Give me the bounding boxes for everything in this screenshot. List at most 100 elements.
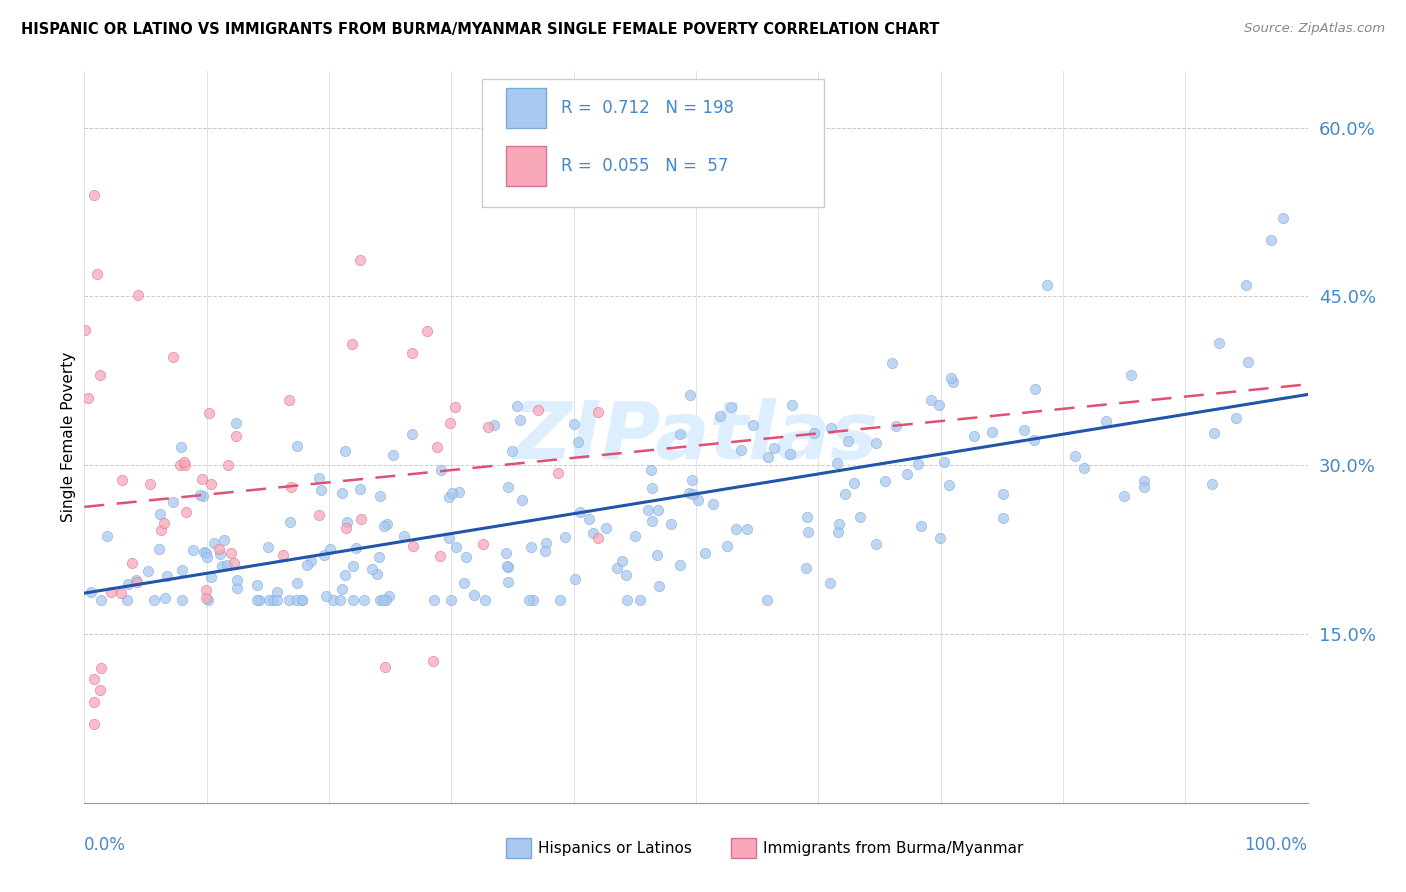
Point <box>271 548 294 562</box>
Point <box>865 537 887 551</box>
Point <box>194 583 217 598</box>
Point <box>616 593 638 607</box>
Point <box>567 434 589 449</box>
Point <box>374 593 396 607</box>
Point <box>991 486 1014 500</box>
Point <box>1237 355 1260 369</box>
Point <box>568 505 591 519</box>
Point <box>439 490 461 504</box>
Point <box>202 535 225 549</box>
Point <box>496 575 519 590</box>
Point <box>191 472 214 486</box>
Point <box>536 536 558 550</box>
Point <box>429 549 451 563</box>
Point <box>444 540 467 554</box>
Point <box>297 558 319 573</box>
Point <box>225 416 247 430</box>
Point <box>342 559 364 574</box>
Point <box>191 489 214 503</box>
Point <box>173 455 195 469</box>
Point <box>208 541 231 556</box>
Point <box>169 458 191 473</box>
Text: ZIPatlas: ZIPatlas <box>513 398 879 476</box>
Point <box>200 477 222 491</box>
Point <box>1064 450 1087 464</box>
Point <box>586 405 609 419</box>
Point <box>564 572 586 586</box>
Point <box>886 418 908 433</box>
Point <box>522 593 544 607</box>
Point <box>373 518 395 533</box>
Point <box>1272 211 1295 225</box>
Point <box>939 371 962 385</box>
Point <box>993 511 1015 525</box>
Point <box>197 406 219 420</box>
Point <box>920 393 942 408</box>
Point <box>162 495 184 509</box>
Point <box>1260 233 1282 247</box>
Point <box>315 589 337 603</box>
Point <box>648 579 671 593</box>
Point <box>1202 426 1225 441</box>
Point <box>928 398 950 412</box>
Point <box>693 546 716 560</box>
Point <box>149 507 172 521</box>
Point <box>825 456 848 470</box>
Point <box>720 400 742 414</box>
Point <box>117 576 139 591</box>
Point <box>505 399 527 413</box>
Point <box>332 486 354 500</box>
Point <box>246 578 269 592</box>
Point <box>374 659 396 673</box>
Text: R =  0.712   N = 198: R = 0.712 N = 198 <box>561 99 734 117</box>
Point <box>932 455 955 469</box>
Point <box>796 510 818 524</box>
Point <box>100 584 122 599</box>
Point <box>153 516 176 530</box>
Point <box>314 549 336 563</box>
Point <box>439 417 461 431</box>
Point <box>110 585 132 599</box>
Point <box>222 556 245 570</box>
Point <box>378 589 401 603</box>
Point <box>136 565 159 579</box>
Point <box>679 388 702 402</box>
Point <box>963 429 986 443</box>
Point <box>1024 382 1046 396</box>
Point <box>724 522 747 536</box>
Point <box>1121 368 1143 382</box>
Point <box>730 442 752 457</box>
Point <box>381 448 404 462</box>
Point <box>496 480 519 494</box>
Point <box>547 466 569 480</box>
Point <box>548 593 571 607</box>
Point <box>682 487 704 501</box>
FancyBboxPatch shape <box>506 146 546 186</box>
Point <box>444 401 467 415</box>
Point <box>195 591 218 605</box>
Point <box>335 443 357 458</box>
Point <box>139 477 162 491</box>
Point <box>426 440 449 454</box>
Point <box>641 481 664 495</box>
Point <box>755 593 778 607</box>
Point <box>929 531 952 545</box>
Point <box>278 593 301 607</box>
Point <box>416 325 439 339</box>
Point <box>262 593 284 607</box>
Point <box>284 593 307 607</box>
Point <box>463 589 485 603</box>
Point <box>256 540 278 554</box>
Point <box>640 514 662 528</box>
Point <box>762 441 785 455</box>
Point <box>803 426 825 441</box>
Point <box>612 554 634 568</box>
Point <box>779 447 801 461</box>
Point <box>333 568 356 582</box>
Point <box>668 426 690 441</box>
Point <box>1132 474 1154 488</box>
Point <box>176 505 198 519</box>
Point <box>865 436 887 450</box>
Point <box>534 544 557 558</box>
Point <box>121 556 143 570</box>
